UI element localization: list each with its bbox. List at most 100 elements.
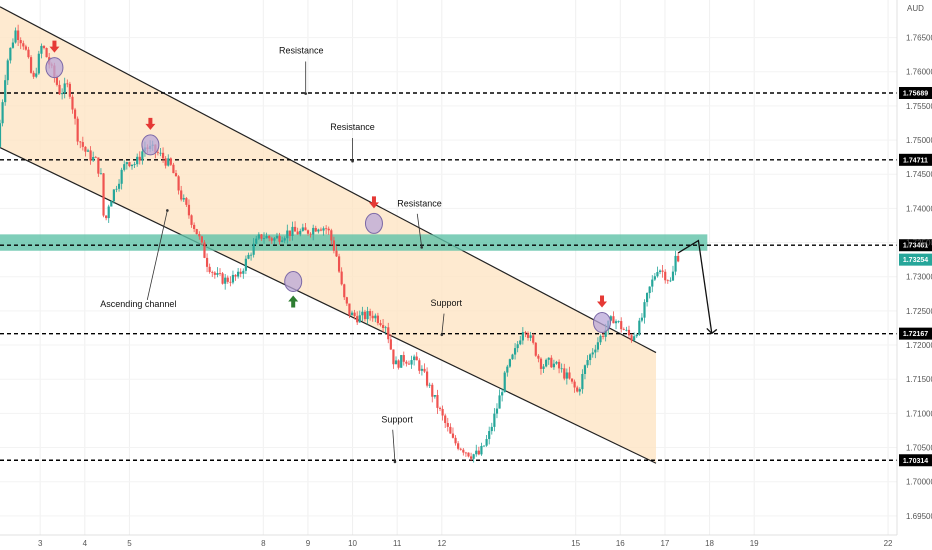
candle-body — [128, 162, 131, 167]
candle-body — [237, 271, 240, 277]
candle-body — [501, 392, 504, 396]
level-label: 1.75689 — [903, 90, 928, 97]
candle-body — [265, 235, 268, 239]
candle-body — [89, 150, 92, 161]
y-tick-label: 1.71500 — [906, 375, 932, 384]
candle-body — [387, 327, 390, 340]
candle-body — [174, 173, 178, 177]
candle-body — [581, 373, 584, 390]
candle-body — [278, 235, 281, 242]
candle-body — [231, 274, 235, 283]
candle-body — [457, 443, 460, 449]
pointer-line — [392, 429, 396, 462]
candle-body — [319, 229, 323, 231]
up-arrow-icon — [288, 295, 299, 308]
candle-body — [604, 329, 607, 337]
x-tick-label: 3 — [38, 539, 43, 548]
candle-body — [24, 46, 27, 50]
candle-body — [503, 372, 506, 393]
candle-body — [583, 365, 587, 374]
candle-body — [379, 323, 382, 326]
resistance-zone — [0, 234, 708, 251]
candle-body — [224, 277, 227, 284]
candle-body — [211, 272, 214, 273]
down-arrow-icon — [597, 295, 608, 308]
candle-body — [542, 366, 545, 369]
last-price-label: 1.73254 — [903, 257, 928, 264]
candle-body — [552, 363, 556, 368]
candle-body — [291, 226, 294, 236]
candle-body — [262, 238, 266, 240]
candle-body — [565, 372, 568, 379]
candle-body — [612, 316, 615, 324]
candle-body — [482, 445, 486, 447]
candle-body — [469, 456, 473, 459]
candle-body — [257, 234, 260, 239]
candle-body — [394, 360, 398, 365]
candle-body — [198, 234, 201, 237]
level-label: 1.70314 — [903, 458, 928, 465]
candle-body — [190, 215, 193, 225]
candle-body — [216, 273, 219, 275]
candle-body — [117, 183, 121, 189]
candle-body — [620, 321, 623, 330]
candle-body — [281, 240, 284, 242]
candle-body — [363, 311, 367, 320]
candle-body — [92, 156, 95, 161]
candle-body — [6, 60, 9, 81]
candle-body — [410, 360, 413, 365]
pointer-line — [416, 213, 423, 248]
time-axis-panel — [0, 535, 932, 550]
candle-body — [177, 176, 180, 191]
candle-body — [526, 333, 530, 338]
candle-body — [653, 276, 656, 280]
pointer-line — [441, 313, 445, 335]
y-tick-label: 1.70000 — [906, 478, 932, 487]
candle-body — [467, 452, 470, 457]
candle-body — [576, 387, 579, 392]
candle-body — [79, 141, 82, 143]
candle-body — [596, 342, 600, 350]
candle-body — [495, 408, 499, 414]
candle-body — [591, 352, 594, 355]
candle-body — [431, 384, 434, 397]
candle-body — [42, 45, 46, 49]
candle-body — [529, 335, 532, 338]
candle-body — [570, 378, 574, 382]
candle-body — [58, 84, 61, 95]
candle-body — [102, 173, 105, 216]
candle-body — [392, 349, 395, 365]
candle-body — [167, 158, 170, 166]
pointer-line — [146, 210, 168, 301]
level-badge — [899, 86, 932, 99]
candle-body — [464, 452, 468, 454]
candle-body — [389, 339, 392, 350]
candle-body — [327, 228, 330, 231]
y-tick-label: 1.72500 — [906, 307, 932, 316]
annotation-label: Ascending channel — [100, 299, 176, 309]
candle-body — [306, 230, 310, 234]
candle-body — [247, 254, 250, 259]
candle-body — [345, 297, 348, 304]
candle-body — [640, 317, 644, 321]
candle-body — [252, 243, 255, 255]
candle-body — [609, 316, 612, 321]
pointer-tip — [440, 333, 444, 337]
candle-body — [283, 238, 286, 241]
candle-body — [671, 271, 675, 281]
candle-body — [428, 384, 431, 386]
y-tick-label: 1.76500 — [906, 34, 932, 43]
candle-body — [545, 359, 548, 367]
candle-body — [299, 230, 302, 235]
last-price-badge — [899, 253, 932, 266]
candle-body — [677, 255, 680, 262]
candle-body — [29, 57, 33, 73]
level-label: 1.74711 — [903, 157, 928, 164]
candle-body — [415, 356, 418, 361]
candle-body — [332, 240, 335, 251]
candle-body — [312, 227, 315, 235]
candle-body — [304, 227, 307, 231]
candle-body — [286, 230, 289, 239]
candle-body — [19, 40, 22, 44]
